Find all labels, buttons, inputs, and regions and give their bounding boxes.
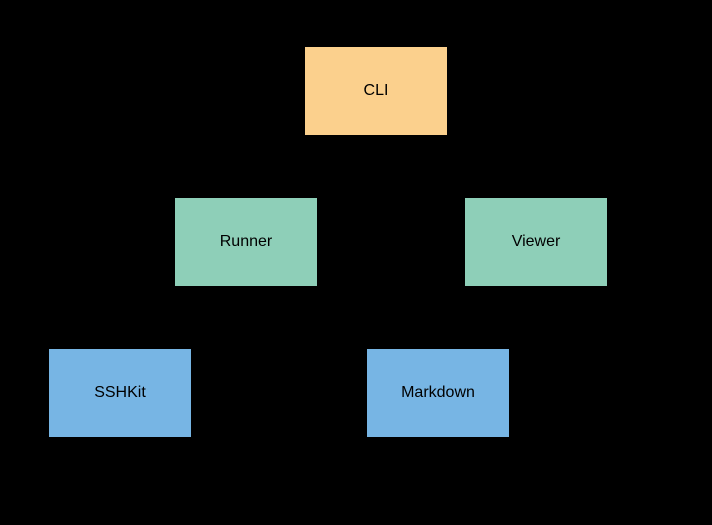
edge-viewer-markdown — [470, 287, 506, 343]
node-label: Markdown — [401, 384, 475, 402]
arrowhead-viewer-markdown — [467, 338, 475, 348]
node-viewer: Viewer — [464, 197, 608, 287]
node-cli: CLI — [304, 46, 448, 136]
node-label: SSHKit — [94, 384, 146, 402]
node-label: CLI — [364, 82, 389, 100]
arrowhead-runner-sshkit — [158, 338, 167, 348]
node-sshkit: SSHKit — [48, 348, 192, 438]
node-runner: Runner — [174, 197, 318, 287]
arrowhead-runner-viewer — [454, 239, 464, 246]
edge-runner-sshkit — [161, 287, 208, 343]
node-label: Viewer — [512, 233, 561, 251]
node-label: Runner — [220, 233, 272, 251]
arrowhead-cli-runner — [285, 187, 294, 197]
edge-cli-viewer — [424, 136, 484, 193]
edge-cli-runner — [289, 136, 338, 192]
node-markdown: Markdown — [366, 348, 510, 438]
arrowhead-cli-viewer — [479, 188, 489, 197]
